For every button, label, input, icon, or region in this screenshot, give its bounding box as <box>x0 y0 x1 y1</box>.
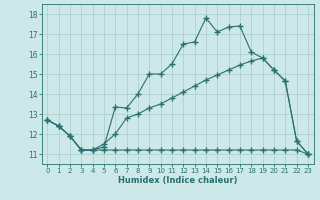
X-axis label: Humidex (Indice chaleur): Humidex (Indice chaleur) <box>118 176 237 185</box>
